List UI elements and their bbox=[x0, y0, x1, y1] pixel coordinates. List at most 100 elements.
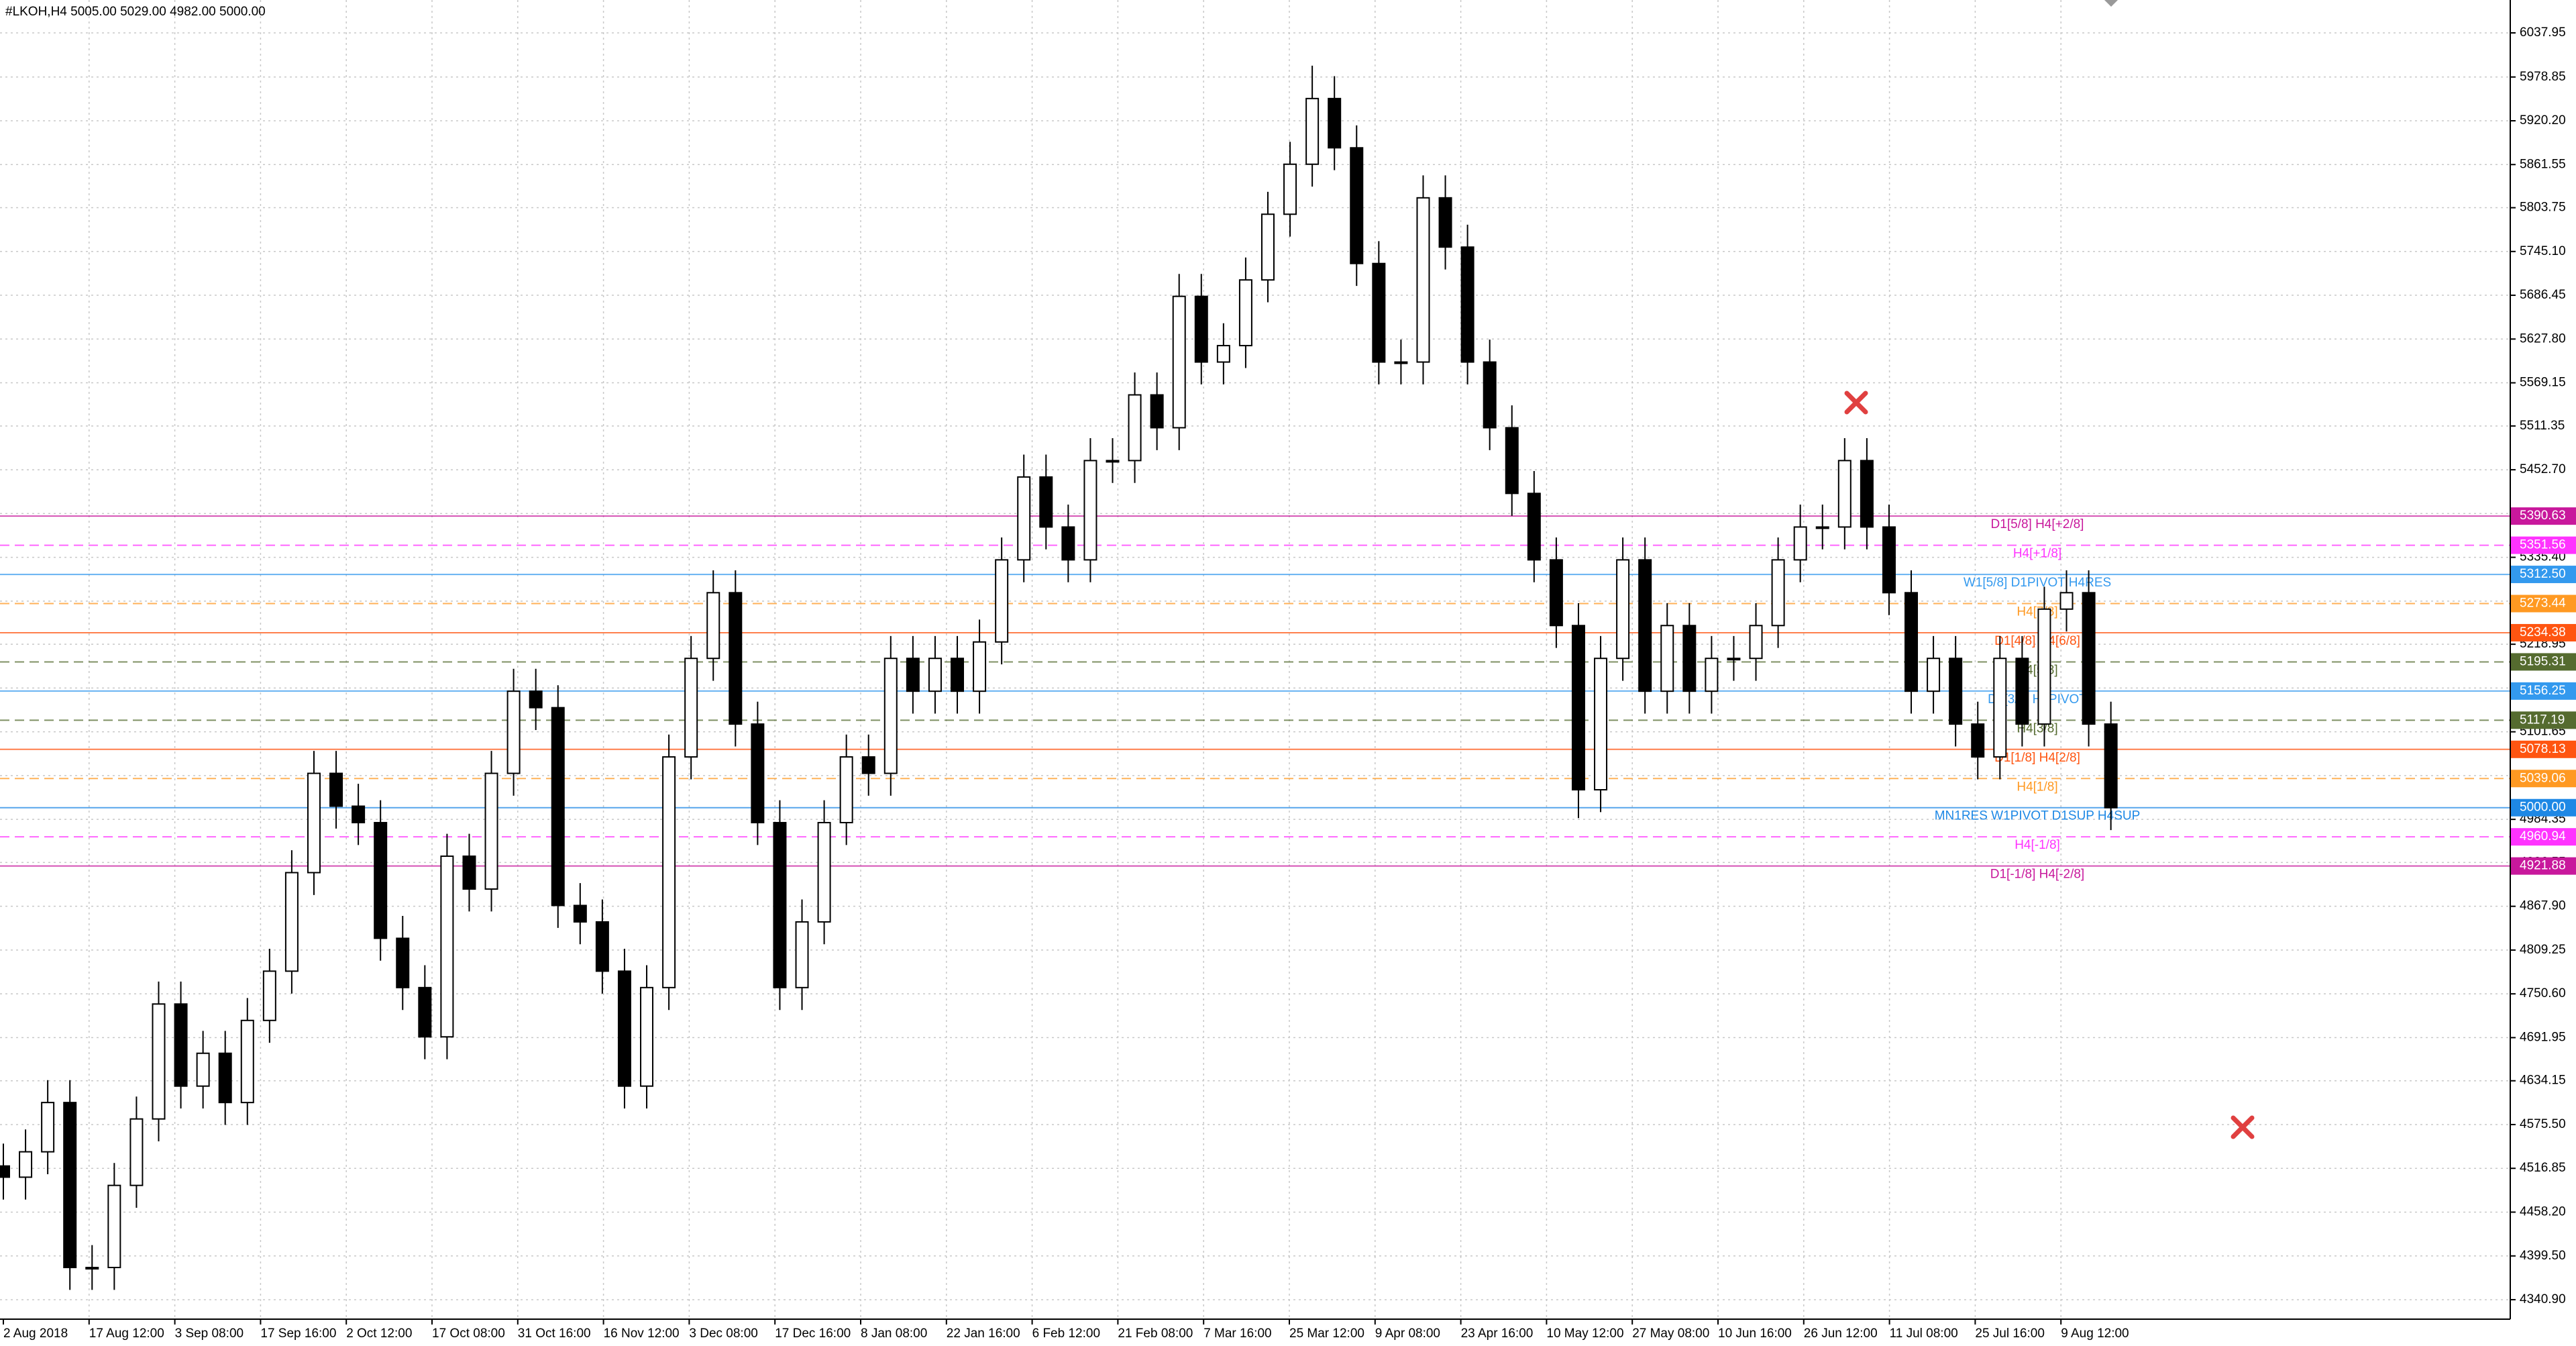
price-box-label: 5156.25 bbox=[2520, 684, 2566, 698]
candle-body bbox=[883, 658, 898, 774]
candle-body bbox=[1438, 197, 1452, 248]
level-label: D1[-1/8] H4[-2/8] bbox=[1990, 868, 2084, 882]
candle-body bbox=[2037, 608, 2051, 725]
y-tick-label: 4867.90 bbox=[2520, 899, 2566, 913]
candle-body bbox=[63, 1102, 77, 1269]
candle-body bbox=[1660, 625, 1674, 692]
price-box-label: 5234.38 bbox=[2520, 625, 2566, 639]
y-tick-label: 5861.55 bbox=[2520, 157, 2566, 171]
candle-body bbox=[41, 1102, 55, 1153]
candle-body bbox=[817, 821, 831, 923]
x-tick-label: 25 Mar 12:00 bbox=[1289, 1327, 1364, 1341]
candle-body bbox=[284, 872, 299, 972]
candle-body bbox=[1527, 493, 1541, 561]
candle-body bbox=[551, 707, 565, 907]
candle-body bbox=[773, 821, 787, 988]
price-box-label: 4921.88 bbox=[2520, 859, 2566, 873]
candle-body bbox=[85, 1267, 99, 1270]
candle-body bbox=[861, 756, 875, 774]
price-box bbox=[2510, 711, 2576, 729]
candle-body bbox=[973, 641, 987, 692]
y-tick-label: 6037.95 bbox=[2520, 25, 2566, 40]
x-tick-label: 2 Oct 12:00 bbox=[346, 1327, 412, 1341]
y-tick-label: 4634.15 bbox=[2520, 1074, 2566, 1088]
x-tick-label: 23 Apr 16:00 bbox=[1461, 1327, 1534, 1341]
candle-body bbox=[262, 970, 276, 1021]
candle-body bbox=[1017, 476, 1031, 561]
candle-body bbox=[196, 1052, 210, 1087]
level-label: H4[7/8] bbox=[2017, 605, 2057, 619]
cross-marker bbox=[1844, 391, 1868, 415]
y-tick-label: 5920.20 bbox=[2520, 113, 2566, 127]
y-tick-label: 5978.85 bbox=[2520, 70, 2566, 84]
candle-body bbox=[440, 856, 454, 1038]
level-label: H4[3/8] bbox=[2017, 721, 2057, 735]
candle-body bbox=[174, 1003, 188, 1087]
candle-body bbox=[1328, 97, 1342, 149]
candle-body bbox=[1061, 526, 1075, 561]
candle-body bbox=[1106, 460, 1120, 463]
candle-body bbox=[396, 937, 410, 988]
price-box bbox=[2510, 566, 2576, 584]
candle-body bbox=[218, 1052, 232, 1104]
x-tick-label: 8 Jan 08:00 bbox=[861, 1327, 927, 1341]
candle-body bbox=[751, 723, 765, 823]
price-box bbox=[2510, 740, 2576, 758]
level-label: D1[1/8] H4[2/8] bbox=[1994, 751, 2080, 765]
price-box bbox=[2510, 828, 2576, 846]
candle-body bbox=[1837, 460, 1851, 528]
x-tick-label: 10 Jun 16:00 bbox=[1718, 1327, 1792, 1341]
candle-body bbox=[706, 592, 720, 660]
candle-body bbox=[1460, 246, 1474, 363]
price-box-label: 5390.63 bbox=[2520, 509, 2566, 523]
candle-body bbox=[1505, 427, 1519, 495]
candle-body bbox=[795, 921, 809, 988]
candle-body bbox=[1682, 625, 1697, 692]
x-tick-label: 21 Feb 08:00 bbox=[1118, 1327, 1193, 1341]
price-box-label: 5312.50 bbox=[2520, 567, 2566, 581]
candle-body bbox=[684, 658, 698, 758]
x-tick-label: 3 Dec 08:00 bbox=[689, 1327, 757, 1341]
candle-body bbox=[951, 658, 965, 692]
price-box bbox=[2510, 857, 2576, 875]
y-tick-label: 5452.70 bbox=[2520, 462, 2566, 476]
x-tick-label: 9 Aug 12:00 bbox=[2061, 1327, 2129, 1341]
y-tick-label: 4458.20 bbox=[2520, 1204, 2566, 1219]
candle-body bbox=[1638, 559, 1652, 692]
chart-header: #LKOH,H4 5005.00 5029.00 4982.00 5000.00 bbox=[5, 5, 266, 19]
candle-body bbox=[1904, 592, 1919, 692]
x-tick-label: 7 Mar 16:00 bbox=[1203, 1327, 1271, 1341]
candle-body bbox=[1172, 295, 1186, 429]
candle-body bbox=[1305, 97, 1320, 165]
x-tick-label: 6 Feb 12:00 bbox=[1032, 1327, 1100, 1341]
price-box bbox=[2510, 594, 2576, 613]
x-tick-label: 17 Dec 16:00 bbox=[775, 1327, 851, 1341]
candle-body bbox=[1216, 345, 1230, 363]
x-tick-label: 26 Jun 12:00 bbox=[1804, 1327, 1878, 1341]
x-tick-label: 17 Aug 12:00 bbox=[89, 1327, 164, 1341]
price-box-label: 5117.19 bbox=[2520, 713, 2565, 727]
candle-body bbox=[1815, 526, 1829, 529]
price-box bbox=[2510, 536, 2576, 554]
candle-body bbox=[1971, 723, 1985, 758]
price-box-label: 5195.31 bbox=[2520, 654, 2566, 668]
candle-body bbox=[484, 772, 498, 890]
candle-body bbox=[19, 1151, 33, 1178]
y-tick-label: 4340.90 bbox=[2520, 1292, 2566, 1306]
candle-body bbox=[1549, 559, 1563, 627]
price-box bbox=[2510, 653, 2576, 671]
candle-body bbox=[906, 658, 920, 692]
x-tick-label: 16 Nov 12:00 bbox=[604, 1327, 680, 1341]
y-tick-label: 4809.25 bbox=[2520, 943, 2566, 957]
y-tick-label: 4399.50 bbox=[2520, 1249, 2566, 1263]
candle-body bbox=[374, 821, 388, 939]
price-box bbox=[2510, 623, 2576, 641]
candle-body bbox=[1394, 361, 1408, 364]
x-tick-label: 3 Sep 08:00 bbox=[175, 1327, 244, 1341]
y-tick-label: 5569.15 bbox=[2520, 376, 2566, 390]
candle-body bbox=[1150, 394, 1164, 429]
level-label: W1[5/8] D1PIVOT H4RES bbox=[1964, 576, 2111, 590]
candle-body bbox=[640, 986, 654, 1087]
